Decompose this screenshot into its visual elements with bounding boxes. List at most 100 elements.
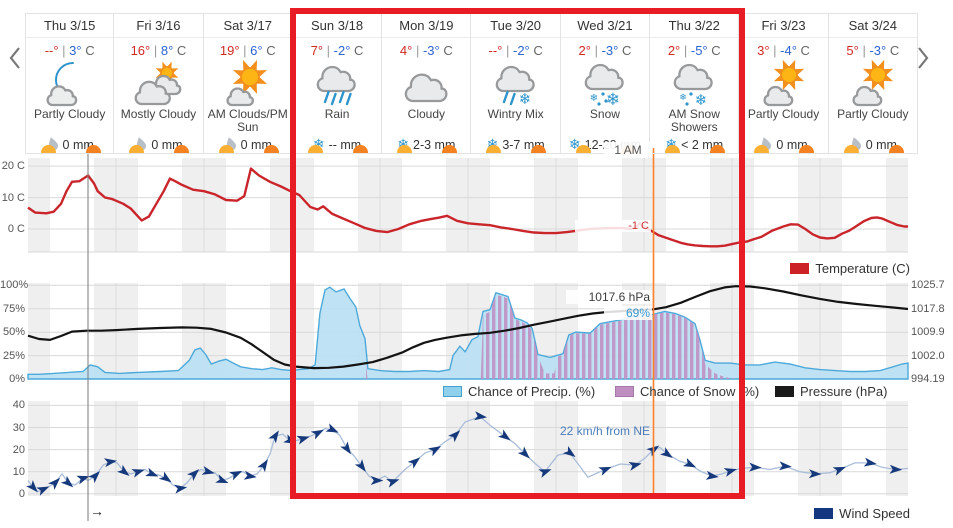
pressure-axis-label: 1002.0 <box>911 349 945 362</box>
precip-row: 0 mm <box>829 136 917 154</box>
snow-legend: Chance of Snow (%) <box>615 384 759 399</box>
am-snow-showers-icon: ❄ ❄ <box>650 60 738 109</box>
day-temps: 5° | -3° C <box>846 43 900 58</box>
precip-row: ❄2-3 mm <box>382 136 470 154</box>
day-cell[interactable]: Sat 3/17 19° | 6° C AM Clouds/PM Sun 0 m… <box>203 14 293 154</box>
rain-icon <box>293 60 381 108</box>
day-label: Sat 3/24 <box>828 14 917 38</box>
partly-cloudy-icon <box>739 59 827 108</box>
partly-cloudy-icon <box>829 59 917 108</box>
pressure-legend: Pressure (hPa) <box>775 384 887 399</box>
temp-axis-label: 20 C <box>1 160 25 173</box>
day-cell[interactable]: Thu 3/15 --° | 3° C Partly Cloudy 0 mm <box>25 14 115 153</box>
day-label: Thu 3/22 <box>650 14 739 38</box>
wind-axis-label: 40 <box>12 399 25 412</box>
low-temp: -2° <box>333 43 351 58</box>
temperature-legend-label: Temperature (C) <box>815 261 910 276</box>
percent-axis-label: 0% <box>9 373 25 385</box>
day-cell[interactable]: Fri 3/23 3° | -4° C Partly Cloudy 0 mm <box>739 14 829 154</box>
day-label: Wed 3/21 <box>560 14 650 38</box>
sunset-icon <box>442 145 458 153</box>
day-cell[interactable]: Fri 3/16 16° | 8° C Mostly Cloudy 0 mm <box>114 14 204 154</box>
precip-row: ❄< 2 mm <box>650 136 738 154</box>
high-temp: 2° <box>667 43 681 58</box>
wind-swatch-icon <box>814 508 834 519</box>
high-temp: 16° <box>130 43 151 58</box>
precip-swatch-icon <box>443 386 462 397</box>
pressure-legend-label: Pressure (hPa) <box>800 384 888 399</box>
high-temp: 2° <box>578 43 591 58</box>
cloudy-icon <box>382 60 470 108</box>
wind-axis-label: 0 <box>18 487 25 500</box>
day-cell[interactable]: Wed 3/21 2° | -3° C ❄❄ Snow ❄12-20 mm <box>560 14 651 153</box>
day-cell[interactable]: Sun 3/18 7° | -2° C Rain ❄-- mm <box>292 14 383 153</box>
sunrise-icon <box>129 145 145 153</box>
day-temps: --° | 3° C <box>44 43 95 58</box>
day-temps: 16° | 8° C <box>130 43 187 58</box>
percent-axis-label: 25% <box>2 349 25 362</box>
sunset-icon <box>888 145 904 153</box>
day-cell[interactable]: Tue 3/20 --° | -2° C ❄ Wintry Mix ❄3-7 m… <box>471 14 561 153</box>
scroll-hint-arrow: → <box>90 503 104 519</box>
prev-days-button[interactable] <box>6 46 24 72</box>
snow-chance-value-label: 69% <box>604 306 652 320</box>
sunrise-icon <box>575 145 591 153</box>
percent-axis-label: 50% <box>2 326 25 339</box>
precip-row: 0 mm <box>114 136 202 154</box>
percent-axis-label: 75% <box>2 302 25 315</box>
low-temp: -4° <box>780 43 797 58</box>
temperature-value-label: -1 C <box>575 220 651 232</box>
condition-label: Cloudy <box>407 107 446 121</box>
percent-axis-label: 100% <box>0 279 29 292</box>
condition-label: Snow <box>589 107 620 121</box>
day-label: Fri 3/16 <box>114 14 203 38</box>
day-cell[interactable]: Sat 3/24 5° | -3° C Partly Cloudy 0 mm <box>828 14 918 154</box>
low-temp: 8° <box>160 43 174 58</box>
condition-label: Rain <box>324 107 350 121</box>
day-label: Sun 3/18 <box>292 14 382 38</box>
day-cell[interactable]: Thu 3/22 2° | -5° C ❄❄ AM Snow Showers ❄… <box>650 14 740 154</box>
day-temps: 4° | -3° C <box>399 43 453 58</box>
night-partly-cloudy-icon <box>26 60 113 108</box>
pressure-axis-label: 1017.8 <box>911 302 945 315</box>
snowflake-icon: ❄ <box>568 137 581 153</box>
day-temps: 7° | -2° C <box>310 43 364 58</box>
precip-row: 0 mm <box>739 136 827 154</box>
sunset-icon <box>263 145 279 153</box>
day-temps: 2° | -3° C <box>578 43 632 58</box>
pressure-axis-label: 994.19 <box>911 373 945 385</box>
sunrise-icon <box>843 145 859 153</box>
low-temp: -5° <box>690 43 708 58</box>
day-cell[interactable]: Mon 3/19 4° | -3° C Cloudy ❄2-3 mm <box>382 14 472 154</box>
wind-legend-label: Wind Speed <box>839 506 910 521</box>
svg-text:❄: ❄ <box>606 90 620 108</box>
sunrise-icon <box>218 145 234 153</box>
day-forecast-row: Thu 3/15 --° | 3° C Partly Cloudy 0 mm F… <box>25 13 918 154</box>
precip-legend: Chance of Precip. (%) <box>443 384 595 399</box>
chevron-right-icon <box>918 47 929 69</box>
next-days-button[interactable] <box>914 46 932 72</box>
high-temp: --° <box>44 43 59 58</box>
sunrise-icon <box>754 145 770 153</box>
condition-label: AM Clouds/PM Sun <box>207 107 288 134</box>
am-clouds-pm-sun-icon <box>204 59 292 108</box>
pressure-axis-label: 1025.7 <box>911 279 945 292</box>
day-label: Tue 3/20 <box>471 14 560 38</box>
low-temp: -3° <box>422 43 440 58</box>
wind-axis-label: 10 <box>12 465 25 478</box>
snow-icon: ❄ ❄ <box>561 60 649 110</box>
precip-row: 0 mm <box>204 136 292 154</box>
snow-legend-label: Chance of Snow (%) <box>640 384 760 399</box>
high-temp: 19° <box>219 43 240 58</box>
precip-amount: 0 mm <box>62 138 94 152</box>
wind-axis-label: 20 <box>12 443 25 456</box>
sunrise-icon <box>486 145 502 153</box>
low-temp: -3° <box>601 43 619 58</box>
sunset-icon <box>531 145 547 153</box>
condition-label: Mostly Cloudy <box>120 107 197 121</box>
wintry-mix-icon: ❄ <box>471 60 559 108</box>
sunrise-icon <box>307 145 323 153</box>
day-temps: 2° | -5° C <box>667 43 721 58</box>
sunrise-icon <box>397 145 413 153</box>
